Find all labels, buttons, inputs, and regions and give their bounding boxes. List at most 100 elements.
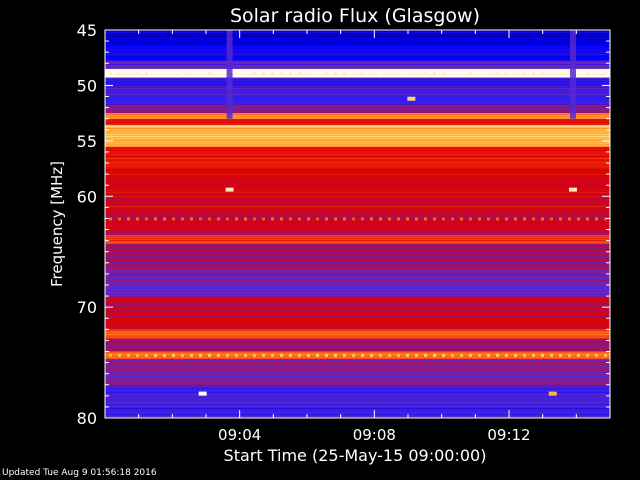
channel-stripe xyxy=(105,370,610,371)
emission-dot xyxy=(451,217,454,221)
channel-stripe xyxy=(105,386,610,387)
channel-stripe xyxy=(105,280,610,281)
emission-dot xyxy=(334,353,337,357)
emission-dot xyxy=(262,353,265,357)
channel-stripe xyxy=(105,218,610,219)
emission-dot xyxy=(109,353,112,357)
emission-dot xyxy=(442,353,445,357)
channel-stripe xyxy=(105,140,610,141)
emission-dot xyxy=(586,217,589,221)
channel-stripe xyxy=(105,364,610,365)
channel-stripe xyxy=(105,304,610,305)
emission-dot xyxy=(496,217,499,221)
channel-stripe xyxy=(105,286,610,287)
frequency-band xyxy=(105,113,610,119)
frequency-band xyxy=(105,235,610,244)
emission-dot xyxy=(253,217,256,221)
channel-stripe xyxy=(105,204,610,205)
channel-stripe xyxy=(105,316,610,317)
channel-stripe xyxy=(105,124,610,125)
emission-dot xyxy=(568,72,571,76)
channel-stripe xyxy=(105,210,610,211)
channel-stripe xyxy=(105,274,610,275)
channel-stripe xyxy=(105,130,610,131)
channel-stripe xyxy=(105,298,610,299)
emission-dot xyxy=(361,217,364,221)
channel-stripe xyxy=(105,86,610,87)
emission-dot xyxy=(460,72,463,76)
emission-dot xyxy=(505,72,508,76)
emission-dot xyxy=(352,217,355,221)
channel-stripe xyxy=(105,98,610,99)
emission-dot xyxy=(190,353,193,357)
emission-dot xyxy=(199,353,202,357)
emission-dot xyxy=(604,72,607,76)
emission-dot xyxy=(586,72,589,76)
channel-stripe xyxy=(105,318,610,319)
channel-stripe xyxy=(105,70,610,71)
emission-dot xyxy=(361,72,364,76)
emission-dot xyxy=(541,217,544,221)
emission-dot xyxy=(289,217,292,221)
channel-stripe xyxy=(105,50,610,51)
channel-stripe xyxy=(105,36,610,37)
emission-dot xyxy=(145,353,148,357)
channel-stripe xyxy=(105,44,610,45)
channel-stripe xyxy=(105,314,610,315)
channel-stripe xyxy=(105,388,610,389)
x-axis-ticks: 09:04 09:08 09:12 xyxy=(138,30,577,444)
channel-stripe xyxy=(105,374,610,375)
channel-stripe xyxy=(105,398,610,399)
emission-dot xyxy=(604,217,607,221)
emission-dot xyxy=(424,217,427,221)
channel-stripe xyxy=(105,416,610,417)
emission-dot xyxy=(451,353,454,357)
channel-stripe xyxy=(105,212,610,213)
emission-dot xyxy=(541,72,544,76)
channel-stripe xyxy=(105,262,610,263)
channel-stripe xyxy=(105,96,610,97)
emission-dot xyxy=(208,217,211,221)
emission-dot xyxy=(280,217,283,221)
channel-stripe xyxy=(105,254,610,255)
channel-stripe xyxy=(105,112,610,113)
channel-stripe xyxy=(105,258,610,259)
channel-stripe xyxy=(105,410,610,411)
chart-title: Solar radio Flux (Glasgow) xyxy=(230,5,480,27)
channel-stripe xyxy=(105,40,610,41)
emission-dot xyxy=(568,217,571,221)
channel-stripe xyxy=(105,180,610,181)
emission-dot xyxy=(217,217,220,221)
channel-stripe xyxy=(105,104,610,105)
frequency-band xyxy=(105,118,610,125)
channel-stripe xyxy=(105,34,610,35)
emission-dot xyxy=(172,217,175,221)
emission-dot xyxy=(154,353,157,357)
channel-stripe xyxy=(105,330,610,331)
channel-stripe xyxy=(105,126,610,127)
emission-dot xyxy=(253,72,256,76)
emission-dot xyxy=(307,72,310,76)
emission-dot xyxy=(379,72,382,76)
frequency-band xyxy=(105,146,610,169)
emission-dot xyxy=(217,72,220,76)
channel-stripe xyxy=(105,400,610,401)
emission-dot xyxy=(478,217,481,221)
channel-stripe xyxy=(105,296,610,297)
channel-stripe xyxy=(105,196,610,197)
emission-dot xyxy=(244,217,247,221)
emission-dot xyxy=(343,353,346,357)
emission-dot xyxy=(334,217,337,221)
channel-stripe xyxy=(105,310,610,311)
emission-dot xyxy=(325,353,328,357)
channel-stripe xyxy=(105,292,610,293)
emission-dot xyxy=(181,72,184,76)
emission-dot xyxy=(559,217,562,221)
emission-dot xyxy=(217,353,220,357)
emission-dot xyxy=(127,353,130,357)
channel-stripe xyxy=(105,336,610,337)
emission-dot xyxy=(307,353,310,357)
emission-dot xyxy=(388,353,391,357)
emission-dot xyxy=(370,72,373,76)
y-tick-label: 45 xyxy=(77,21,97,40)
